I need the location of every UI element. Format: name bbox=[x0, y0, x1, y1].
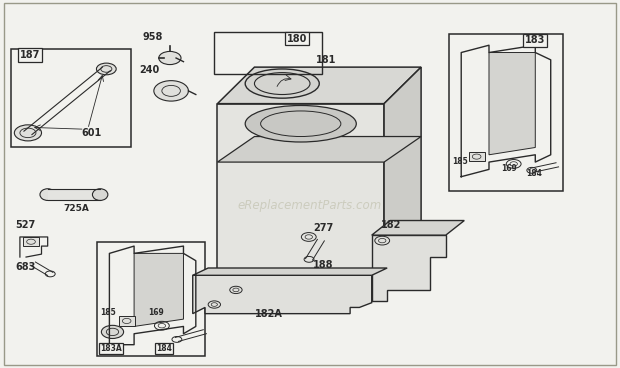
Polygon shape bbox=[489, 53, 535, 155]
Text: 185: 185 bbox=[452, 157, 467, 166]
Bar bbox=[48, 189, 100, 201]
Text: 958: 958 bbox=[142, 32, 162, 42]
Polygon shape bbox=[372, 235, 446, 301]
Bar bbox=[469, 152, 485, 161]
Text: 169: 169 bbox=[502, 164, 517, 173]
Polygon shape bbox=[218, 137, 421, 162]
Text: 187: 187 bbox=[20, 50, 40, 60]
Bar bbox=[449, 34, 563, 191]
Text: 188: 188 bbox=[313, 260, 334, 270]
Text: 169: 169 bbox=[148, 308, 164, 318]
Circle shape bbox=[154, 81, 188, 101]
Bar bbox=[11, 49, 131, 148]
Bar bbox=[215, 32, 322, 74]
Text: 601: 601 bbox=[82, 128, 102, 138]
Circle shape bbox=[97, 63, 116, 75]
Text: 183A: 183A bbox=[100, 344, 122, 353]
Bar bbox=[23, 237, 39, 247]
Ellipse shape bbox=[40, 189, 55, 201]
Bar bbox=[97, 243, 205, 355]
Text: 182A: 182A bbox=[254, 309, 282, 319]
Circle shape bbox=[14, 125, 42, 141]
Ellipse shape bbox=[245, 69, 319, 98]
Text: 527: 527 bbox=[15, 220, 35, 230]
Text: 181: 181 bbox=[316, 56, 337, 66]
Polygon shape bbox=[218, 67, 421, 104]
Ellipse shape bbox=[245, 106, 356, 142]
Polygon shape bbox=[372, 220, 464, 235]
Text: eReplacementParts.com: eReplacementParts.com bbox=[238, 199, 382, 212]
Text: 240: 240 bbox=[140, 65, 160, 75]
Text: 683: 683 bbox=[15, 262, 35, 272]
Ellipse shape bbox=[92, 189, 108, 201]
Polygon shape bbox=[218, 104, 384, 275]
Text: 725A: 725A bbox=[63, 204, 89, 213]
Text: 184: 184 bbox=[156, 344, 172, 353]
Polygon shape bbox=[384, 67, 421, 275]
Text: 182: 182 bbox=[381, 220, 401, 230]
Polygon shape bbox=[134, 254, 184, 326]
Polygon shape bbox=[193, 275, 372, 314]
Text: 184: 184 bbox=[526, 169, 542, 178]
Text: 183: 183 bbox=[525, 35, 545, 45]
Text: 185: 185 bbox=[100, 308, 116, 318]
Circle shape bbox=[102, 325, 123, 339]
Bar bbox=[118, 316, 135, 326]
Text: 180: 180 bbox=[286, 33, 307, 43]
Polygon shape bbox=[193, 268, 387, 275]
Circle shape bbox=[159, 52, 181, 64]
Text: 277: 277 bbox=[313, 223, 334, 233]
